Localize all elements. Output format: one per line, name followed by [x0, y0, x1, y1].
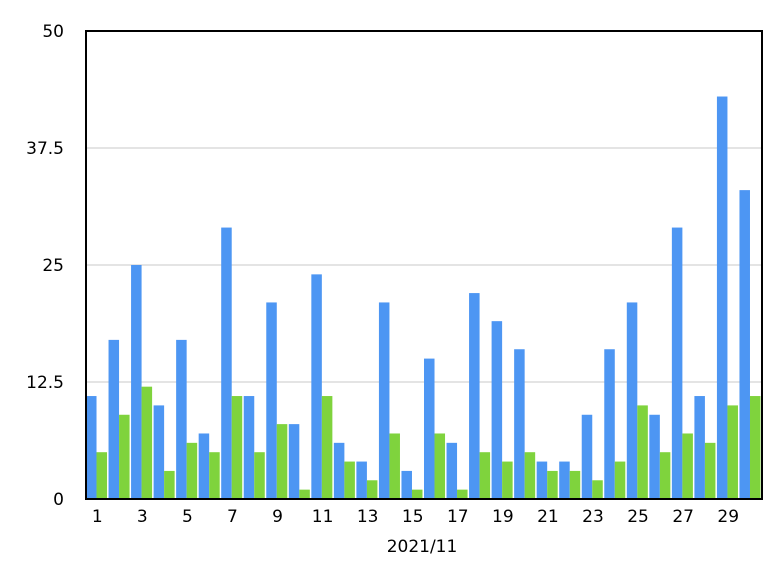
bar-series-2-day-12 [344, 461, 355, 499]
bar-series-1-day-11 [311, 274, 322, 499]
bar-series-1-day-15 [401, 470, 412, 499]
y-tick-label: 25 [42, 256, 64, 276]
bar-series-2-day-14 [389, 433, 400, 499]
bar-series-1-day-16 [424, 358, 435, 499]
bar-series-2-day-10 [299, 489, 310, 499]
bar-series-1-day-27 [671, 227, 683, 499]
x-tick-label: 21 [537, 507, 559, 527]
bar-series-1-day-3 [131, 265, 142, 499]
bar-series-1-day-5 [176, 339, 187, 499]
bar-series-1-day-2 [108, 339, 120, 499]
bar-series-1-day-19 [491, 321, 503, 499]
bar-series-1-day-6 [198, 433, 210, 499]
gridlines [86, 147, 762, 383]
bar-series-1-day-26 [649, 414, 660, 499]
bar-series-2-day-1 [96, 452, 108, 499]
bar-series-2-day-15 [411, 489, 423, 499]
bar-series-1-day-17 [446, 442, 458, 499]
y-tick-label: 0 [53, 490, 64, 510]
x-tick-label: 9 [272, 507, 283, 527]
bar-series-2-day-13 [366, 480, 378, 499]
bar-series-2-day-24 [614, 461, 626, 499]
bar-series-2-day-30 [749, 396, 761, 499]
bar-series-1-day-9 [266, 302, 277, 499]
bar-series-1-day-12 [333, 442, 345, 499]
bar-series-1-day-18 [469, 293, 480, 499]
bar-series-2-day-4 [164, 470, 175, 499]
bar-series-2-day-23 [592, 480, 603, 499]
bar-series-2-day-20 [524, 452, 536, 499]
x-tick-label: 27 [672, 507, 694, 527]
x-tick-label: 15 [402, 507, 424, 527]
bar-series-1-day-23 [581, 414, 593, 499]
bar-series-2-day-21 [547, 470, 558, 499]
x-tick-label: 5 [182, 507, 193, 527]
plot-frame [85, 30, 763, 500]
bar-series-2-day-19 [502, 461, 513, 499]
bar-series-2-day-7 [231, 396, 243, 499]
bar-series-1-day-7 [221, 227, 232, 499]
x-tick-label: 17 [447, 507, 469, 527]
bar-series-2-day-29 [727, 405, 738, 499]
bar-series-2-day-22 [569, 470, 581, 499]
y-tick-label: 50 [42, 22, 64, 42]
bar-series-1-day-30 [739, 190, 750, 499]
x-tick-label: 13 [357, 507, 379, 527]
x-tick-label: 1 [92, 507, 103, 527]
y-tick-label: 12.5 [26, 373, 64, 393]
bar-series-1-day-14 [378, 302, 390, 499]
bar-series-1-day-28 [694, 396, 705, 499]
bar-series-1-day-10 [288, 424, 300, 499]
x-axis-title: 2021/11 [387, 537, 458, 557]
bar-series-1-day-22 [559, 461, 570, 499]
bar-series-2-day-11 [321, 396, 333, 499]
bar-series-1-day-29 [716, 96, 728, 500]
bar-series-1-day-1 [86, 396, 97, 499]
bar-series-1-day-21 [536, 461, 548, 499]
bar-series-2-day-28 [704, 442, 716, 499]
x-tick-label: 11 [312, 507, 334, 527]
x-tick-label: 3 [137, 507, 148, 527]
y-tick-label: 37.5 [26, 139, 64, 159]
bar-series-2-day-26 [659, 452, 671, 499]
bar-series-2-day-6 [209, 452, 220, 499]
bar-series-2-day-3 [141, 386, 153, 499]
bar-series-2-day-8 [254, 452, 265, 499]
bar-series-2-day-9 [276, 424, 288, 499]
bar-series-2-day-17 [457, 489, 468, 499]
bar-series-2-day-2 [119, 414, 130, 499]
bar-series-1-day-4 [153, 405, 165, 499]
bar-series-2-day-18 [479, 452, 491, 499]
bar-series-1-day-25 [626, 302, 638, 499]
x-tick-label: 23 [582, 507, 604, 527]
x-tick-label: 25 [627, 507, 649, 527]
bar-series-2-day-16 [434, 433, 446, 499]
x-tick-label: 19 [492, 507, 514, 527]
bar-series-2-day-27 [682, 433, 693, 499]
bar-series-2-day-25 [637, 405, 648, 499]
bars [86, 96, 761, 500]
x-tick-label: 29 [717, 507, 739, 527]
bar-series-1-day-8 [243, 396, 255, 499]
x-axis-ticks: 1 3 5 7 9 11 13 15 17 19 21 23 25 27 29 [92, 507, 739, 527]
bar-series-1-day-20 [514, 349, 525, 499]
x-tick-label: 7 [227, 507, 238, 527]
bar-series-1-day-13 [356, 461, 367, 499]
bar-series-1-day-24 [604, 349, 615, 499]
y-axis-ticks: 0 12.5 25 37.5 50 [26, 22, 64, 510]
bar-series-2-day-5 [186, 442, 198, 499]
